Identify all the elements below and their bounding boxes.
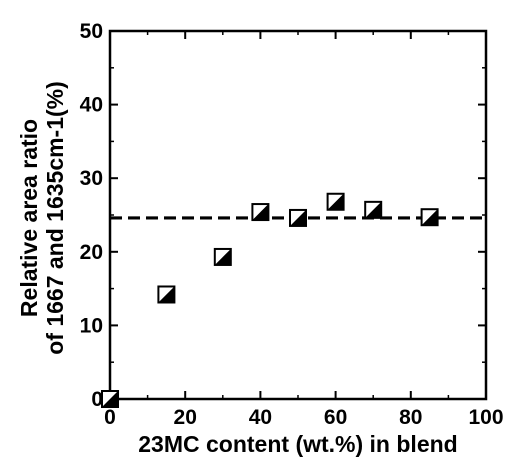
x-tick-label: 60 bbox=[324, 406, 347, 429]
y-tick-label: 0 bbox=[91, 388, 103, 411]
axis-ticks bbox=[109, 30, 487, 400]
data-point bbox=[326, 192, 345, 211]
data-point bbox=[289, 208, 307, 227]
data-point-fill bbox=[158, 286, 175, 303]
y-tick-label: 30 bbox=[80, 167, 103, 190]
data-point bbox=[420, 208, 439, 227]
data-point bbox=[251, 203, 270, 222]
x-tick-label: 20 bbox=[174, 406, 197, 429]
y-axis-title-line-2: of 1667 and 1635cm-1(%) bbox=[42, 81, 68, 355]
data-point-fill bbox=[252, 204, 269, 221]
data-point-fill bbox=[102, 391, 118, 407]
tick-labels: 0 10 20 30 40 50 0 20 40 60 80 100 bbox=[80, 20, 504, 429]
y-tick-label: 10 bbox=[80, 314, 103, 337]
data-point-fill bbox=[327, 193, 344, 210]
data-point-fill bbox=[365, 201, 382, 218]
data-point bbox=[364, 200, 383, 219]
y-axis-title-group: Relative area ratio of 1667 and 1635cm-1… bbox=[16, 81, 68, 355]
x-tick-label: 0 bbox=[104, 406, 116, 429]
x-tick-label: 40 bbox=[249, 406, 272, 429]
y-axis-title-line-1: Relative area ratio bbox=[16, 119, 42, 317]
data-point-fill bbox=[421, 209, 438, 226]
data-point bbox=[101, 390, 119, 408]
data-point bbox=[157, 285, 176, 304]
y-tick-label: 50 bbox=[80, 20, 103, 43]
data-points bbox=[101, 192, 439, 408]
x-tick-label: 80 bbox=[399, 406, 422, 429]
y-tick-label: 20 bbox=[80, 241, 103, 264]
y-tick-label: 40 bbox=[80, 94, 103, 117]
data-point-fill bbox=[214, 248, 231, 265]
x-axis-title: 23MC content (wt.%) in blend bbox=[138, 431, 457, 457]
x-tick-label: 100 bbox=[468, 406, 503, 429]
data-point bbox=[213, 247, 232, 266]
data-point-fill bbox=[290, 209, 306, 226]
